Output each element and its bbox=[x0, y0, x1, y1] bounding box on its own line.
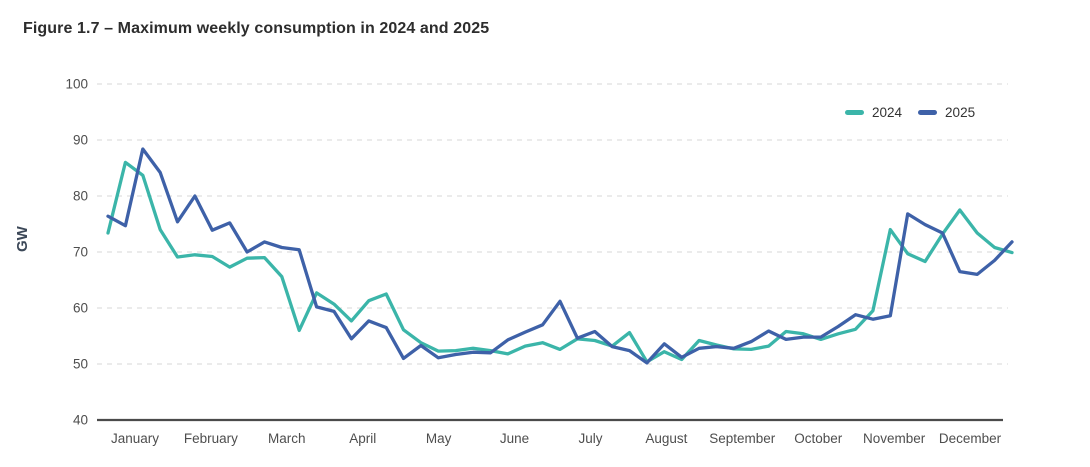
x-tick-label-february: February bbox=[184, 431, 238, 446]
legend-label-2025: 2025 bbox=[945, 105, 976, 120]
y-tick-label: 60 bbox=[73, 301, 88, 316]
x-tick-label-december: December bbox=[939, 431, 1002, 446]
x-tick-label-april: April bbox=[349, 431, 376, 446]
x-tick-label-may: May bbox=[426, 431, 452, 446]
legend-label-2024: 2024 bbox=[872, 105, 903, 120]
legend-swatch-2024 bbox=[845, 110, 864, 115]
x-tick-label-october: October bbox=[794, 431, 843, 446]
legend-swatch-2025 bbox=[918, 110, 938, 115]
x-tick-label-march: March bbox=[268, 431, 306, 446]
legend-item-2025[interactable]: 2025 bbox=[918, 105, 975, 120]
x-tick-label-september: September bbox=[709, 431, 776, 446]
x-tick-label-january: January bbox=[111, 431, 159, 446]
y-tick-label: 50 bbox=[73, 357, 88, 372]
y-tick-label: 90 bbox=[73, 133, 88, 148]
y-tick-label: 40 bbox=[73, 413, 88, 428]
x-tick-label-august: August bbox=[645, 431, 687, 446]
y-tick-label: 70 bbox=[73, 245, 88, 260]
x-tick-label-june: June bbox=[500, 431, 529, 446]
chart-legend: 2024 2025 bbox=[845, 105, 975, 120]
x-tick-label-november: November bbox=[863, 431, 926, 446]
y-tick-label: 80 bbox=[73, 189, 88, 204]
figure-title: Figure 1.7 – Maximum weekly consumption … bbox=[23, 20, 490, 37]
x-tick-label-july: July bbox=[578, 431, 602, 446]
series-line-2024 bbox=[106, 160, 1014, 364]
y-tick-label: 100 bbox=[65, 77, 88, 92]
series-line-2025 bbox=[106, 147, 1014, 365]
legend-item-2024[interactable]: 2024 bbox=[845, 105, 902, 120]
